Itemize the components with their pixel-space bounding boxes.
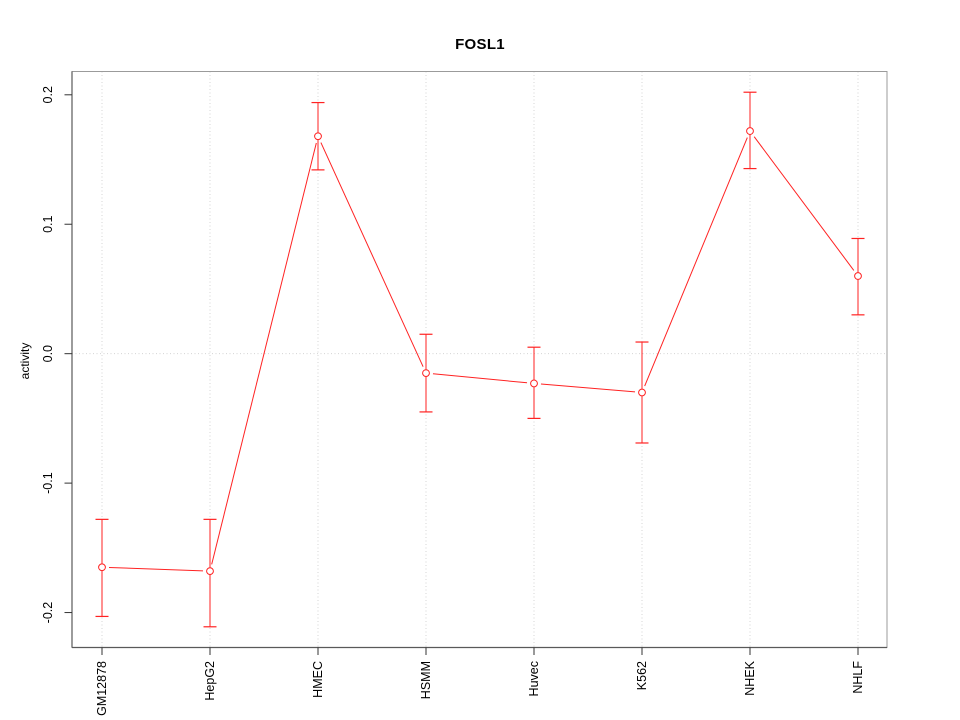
data-point xyxy=(206,567,214,576)
x-tick-label: GM12878 xyxy=(95,661,109,716)
data-point xyxy=(854,272,862,280)
y-tick-label: -0.2 xyxy=(41,602,55,624)
x-tick-label: HMEC xyxy=(311,661,325,698)
plot-box xyxy=(71,71,888,648)
data-point xyxy=(422,369,430,377)
data-point xyxy=(746,127,754,135)
series-segment xyxy=(753,136,855,271)
series-segment xyxy=(320,142,424,367)
series-segment xyxy=(211,142,317,565)
data-point xyxy=(98,563,106,572)
data-point xyxy=(638,388,646,397)
x-tick-label: Huvec xyxy=(527,661,541,696)
x-tick-label: NHEK xyxy=(743,660,757,695)
data-point xyxy=(530,379,538,388)
x-tick-label: K562 xyxy=(635,661,649,690)
x-tick-label: HSMM xyxy=(419,661,433,699)
y-tick-label: -0.1 xyxy=(41,472,55,494)
y-tick-label: 0.1 xyxy=(41,216,55,233)
series-segment xyxy=(108,567,204,572)
series-segment xyxy=(432,373,528,384)
x-tick-label: NHLF xyxy=(851,661,865,694)
chart-title: FOSL1 xyxy=(455,36,505,53)
y-tick-label: 0.2 xyxy=(41,86,55,103)
series-segment xyxy=(540,383,636,393)
data-point xyxy=(314,132,322,141)
series-segment xyxy=(644,137,748,387)
y-tick-label: 0.0 xyxy=(41,345,55,362)
x-tick-label: HepG2 xyxy=(203,661,217,701)
